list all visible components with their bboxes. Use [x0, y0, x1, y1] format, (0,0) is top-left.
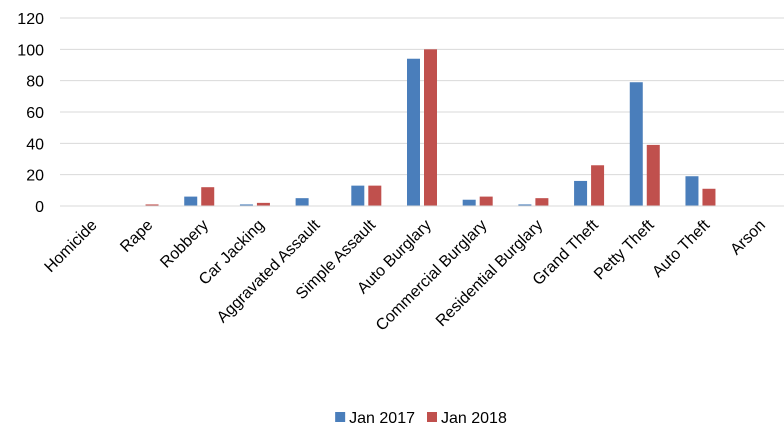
- x-category-label: Petty Theft: [591, 216, 658, 283]
- y-tick-label: 20: [26, 168, 44, 185]
- bar-jan-2018-auto-burglary: [424, 49, 437, 207]
- bars: [145, 49, 716, 207]
- bar-jan-2018-auto-theft: [702, 188, 716, 206]
- gridlines: [60, 17, 784, 176]
- bar-jan-2018-car-jacking: [256, 202, 270, 206]
- bar-jan-2017-aggravated-assault: [295, 198, 309, 206]
- bar-jan-2017-car-jacking: [239, 204, 253, 206]
- bar-jan-2017-simple-assault: [351, 185, 365, 206]
- x-category-label: Homicide: [41, 217, 100, 276]
- legend-swatch: [335, 412, 346, 422]
- x-category-label: Rape: [117, 217, 156, 256]
- bar-jan-2018-commercial-burglary: [479, 196, 493, 206]
- bar-jan-2018-grand-theft: [591, 165, 605, 206]
- x-category-label: Auto Theft: [649, 216, 713, 280]
- x-category-label: Aggravated Assault: [214, 216, 324, 326]
- y-tick-label: 0: [35, 199, 44, 216]
- legend-label: Jan 2017: [349, 410, 415, 427]
- y-tick-label: 60: [26, 105, 44, 122]
- bar-jan-2017-commercial-burglary: [462, 199, 476, 206]
- bar-jan-2017-residential-burglary: [518, 204, 532, 206]
- bar-jan-2017-robbery: [184, 196, 198, 206]
- legend: Jan 2017 Jan 2018: [335, 410, 507, 427]
- bar-jan-2018-petty-theft: [646, 144, 660, 206]
- y-tick-label: 80: [26, 74, 44, 91]
- bar-jan-2017-auto-theft: [685, 176, 699, 206]
- y-tick-label: 120: [17, 11, 44, 28]
- legend-swatch: [427, 412, 437, 422]
- x-category-label: Residential Burglary: [433, 217, 546, 330]
- y-axis-tick-labels: 0 20 40 60 80 100 120: [17, 11, 44, 216]
- bar-jan-2017-grand-theft: [574, 180, 588, 206]
- bar-jan-2017-auto-burglary: [407, 58, 420, 206]
- x-category-label: Robbery: [157, 217, 212, 272]
- x-category-label: Commercial Burglary: [373, 217, 491, 335]
- legend-label: Jan 2018: [441, 410, 507, 427]
- y-tick-label: 100: [17, 42, 44, 59]
- y-tick-label: 40: [26, 136, 44, 153]
- bar-jan-2018-residential-burglary: [535, 198, 549, 206]
- bar-jan-2018-robbery: [201, 187, 215, 206]
- bar-jan-2018-rape: [145, 204, 159, 206]
- bar-jan-2017-petty-theft: [629, 82, 643, 206]
- bar-jan-2018-simple-assault: [368, 185, 382, 206]
- x-category-label: Arson: [727, 217, 769, 259]
